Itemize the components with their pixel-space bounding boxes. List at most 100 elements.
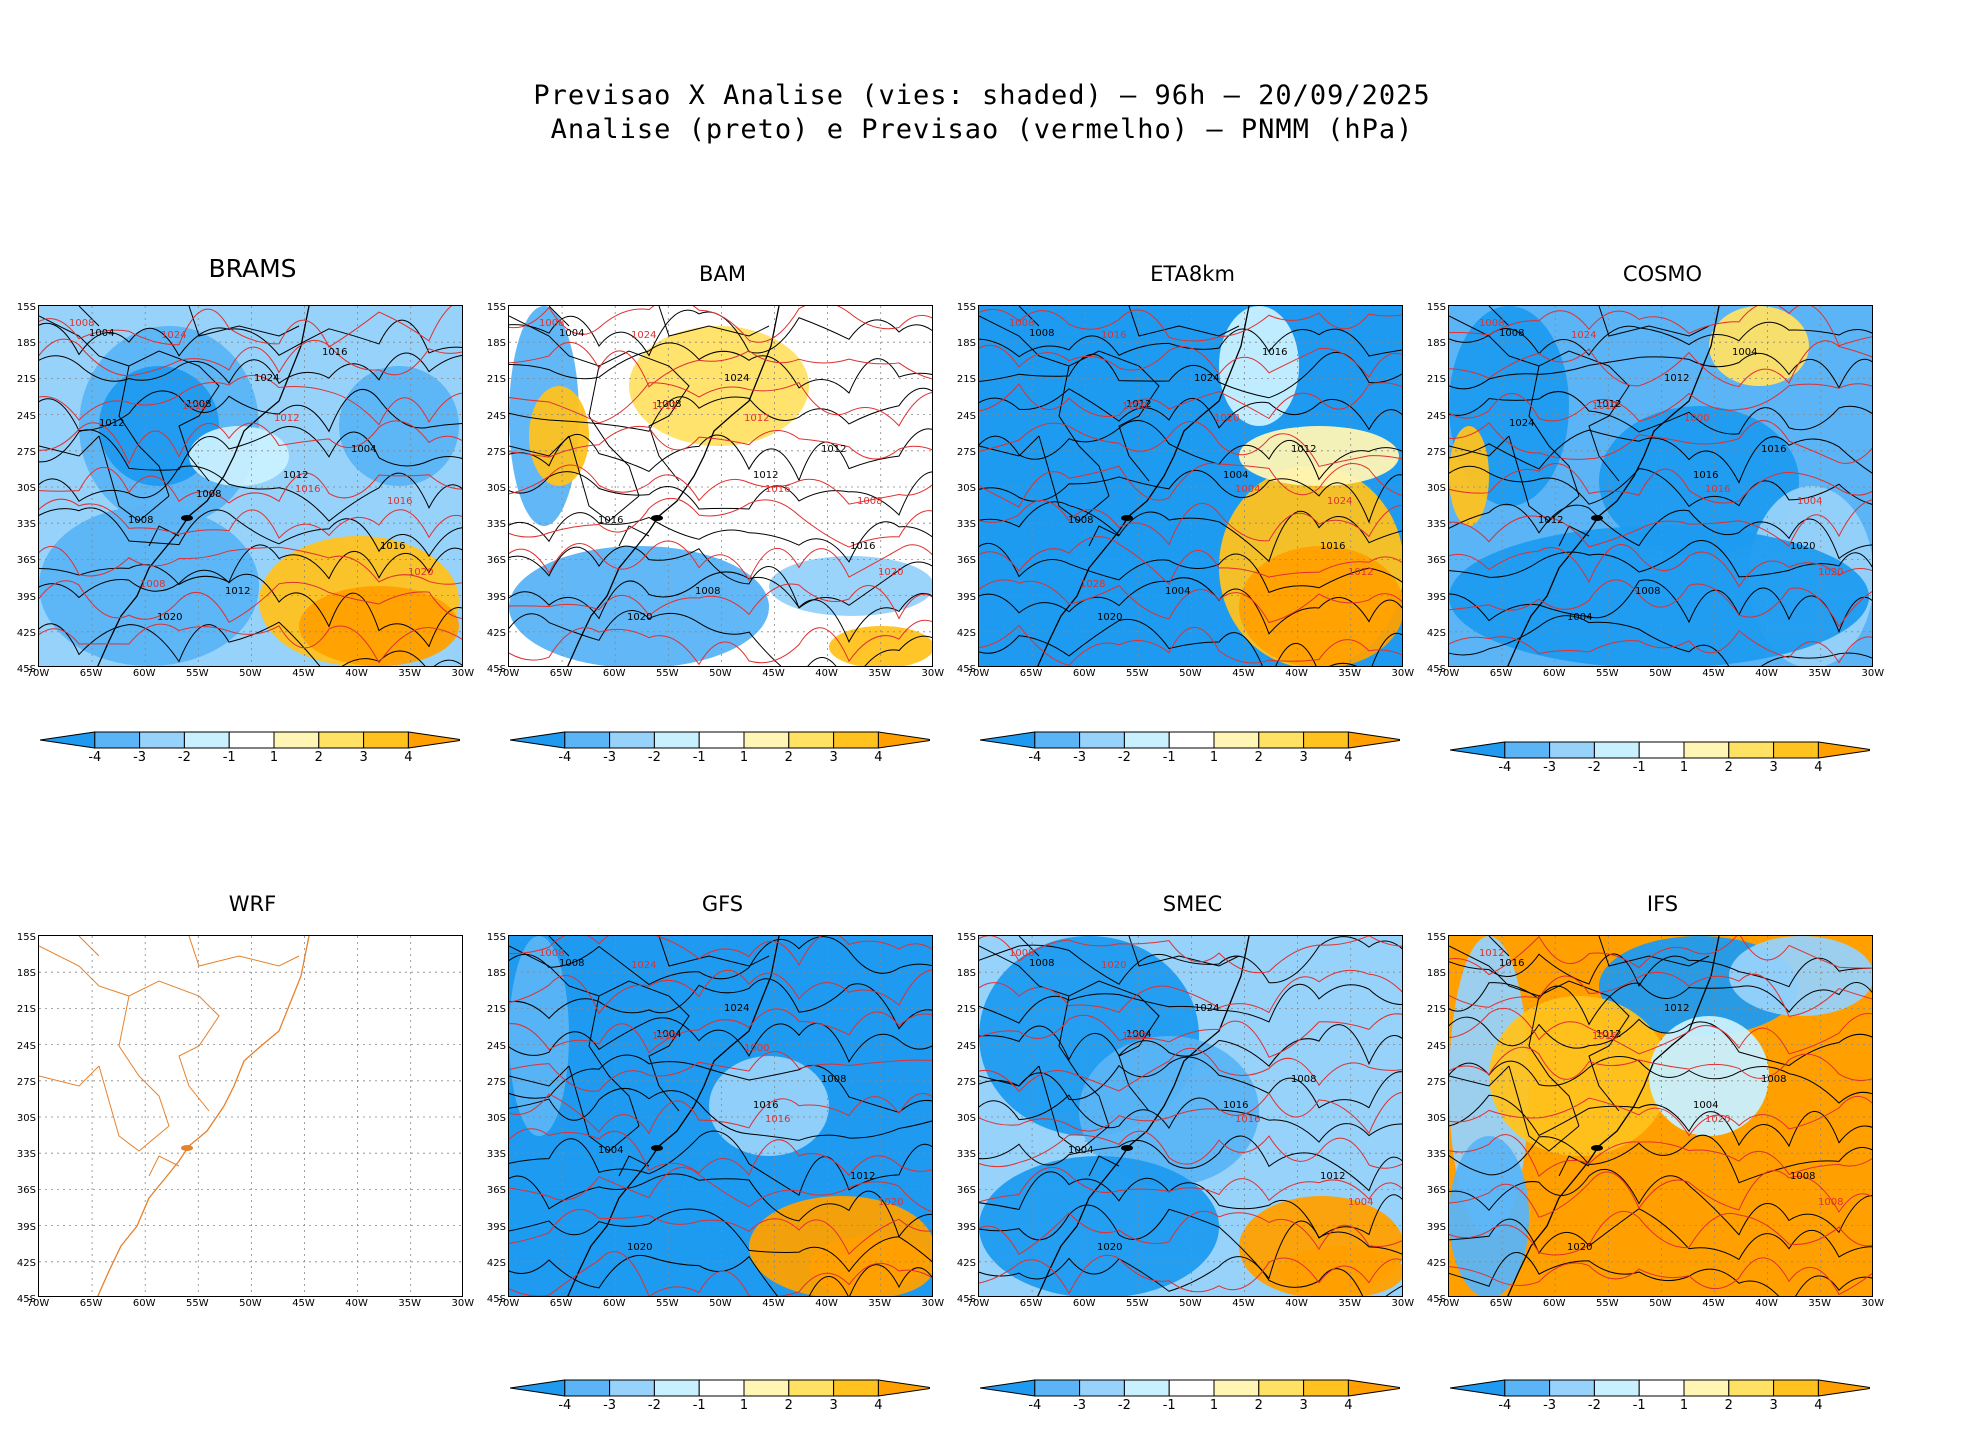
latitude-label: 27S — [486, 1076, 506, 1088]
bias-shading — [1279, 1246, 1402, 1296]
latitude-label: 27S — [956, 1076, 976, 1088]
colorbar-swatch — [228, 731, 275, 749]
analysis-isobar — [39, 465, 462, 522]
longitude-label: 50W — [709, 668, 732, 679]
latitude-label: 21S — [486, 374, 506, 386]
forecast-contour-label: 1012 — [652, 401, 677, 412]
latitude-label: 39S — [486, 591, 506, 603]
analysis-isobar — [979, 983, 1402, 1024]
analysis-isobar — [39, 389, 462, 433]
map-panel-ifs: IFS 15S 18S 21S 24S 27S 30S 33S 36S 39S 42S 45S 70W 6… — [1410, 880, 1884, 1413]
forecast-contour-label: 1016 — [1592, 1031, 1617, 1042]
analysis-contour-label: 1012 — [283, 470, 308, 481]
colorbar-swatch — [1638, 741, 1685, 759]
colorbar: -4 -3 -2 -1 1 2 3 4 — [979, 730, 1404, 772]
latitude-label: 21S — [956, 374, 976, 386]
longitude-label: 40W — [345, 668, 368, 679]
analysis-contour-label: 1004 — [559, 328, 584, 339]
latitude-label: 21S — [486, 1004, 506, 1016]
analysis-isobar — [39, 507, 462, 558]
analysis-contour-label: 1012 — [1664, 1003, 1689, 1014]
colorbar-right-arrow — [877, 1379, 934, 1397]
colorbar-tick-label: -3 — [1543, 1398, 1557, 1413]
forecast-isobar — [1449, 629, 1872, 664]
map-canvas: 1016101210041008102010121008101210161020… — [1449, 936, 1872, 1296]
latitude-label: 24S — [16, 410, 36, 422]
latitude-label: 33S — [1426, 519, 1446, 531]
longitude-label: 70W — [496, 1298, 520, 1309]
latitude-label: 24S — [486, 410, 506, 422]
colorbar-tick-label: -2 — [647, 750, 661, 765]
coastline — [97, 936, 310, 1296]
colorbar-right-arrow — [1817, 1379, 1874, 1397]
analysis-contour-label: 1012 — [753, 470, 778, 481]
colorbar-tick-label: -4 — [558, 750, 572, 765]
latitude-label: 24S — [16, 1040, 36, 1052]
panel-title: BRAMS — [208, 254, 297, 283]
analysis-isobar — [509, 978, 932, 1030]
colorbar-left-arrow — [509, 731, 566, 749]
analysis-isobar — [1449, 1016, 1872, 1067]
longitude-label: 55W — [655, 1298, 679, 1309]
forecast-isobar — [979, 536, 1402, 586]
latitude-label: 30S — [1426, 483, 1446, 494]
analysis-contour-label: 1016 — [850, 541, 875, 552]
analysis-isobar — [1449, 429, 1872, 484]
map-plot-area: 1004 1008 1012 1016 1020 1024 1012 1016 1008 1008… — [508, 305, 933, 667]
latitude-label: 18S — [16, 968, 36, 980]
forecast-contour-label: 1012 — [652, 1031, 677, 1042]
latitude-label: 18S — [486, 968, 506, 980]
forecast-contour-label: 1020 — [878, 1197, 903, 1208]
forecast-isobar — [509, 969, 932, 1015]
longitude-label: 45W — [1232, 1298, 1255, 1309]
forecast-contour-label: 1016 — [1101, 330, 1126, 341]
longitude-label: 65W — [1019, 668, 1043, 679]
forecast-isobar — [979, 308, 1402, 342]
forecast-contour-label: 1016 — [765, 484, 790, 495]
longitude-label: 70W — [1436, 1298, 1460, 1309]
latitude-label: 39S — [956, 591, 976, 603]
map-panel-cosmo: COSMO 15S 18S 21S 24S 27S 30S 33S 36S 39S 42S 45S 70… — [1410, 250, 1884, 775]
colorbar-left-arrow — [1449, 1379, 1506, 1397]
colorbar-right-arrow — [1347, 1379, 1404, 1397]
colorbar-right-arrow — [1817, 741, 1874, 759]
analysis-contour-label: 1008 — [1635, 586, 1660, 597]
analysis-isobar — [509, 571, 932, 643]
analysis-contour-label: 1008 — [1291, 1074, 1316, 1085]
forecast-isobar — [979, 1092, 1402, 1135]
analysis-contour-label: 1016 — [1693, 470, 1718, 481]
colorbar-tick-label: 1 — [1679, 760, 1689, 775]
colorbar-swatch — [1258, 731, 1305, 749]
bias-shading — [1729, 936, 1872, 1016]
colorbar-tick-label: 3 — [1769, 760, 1778, 775]
map-panel-eta8km: ETA8km 15S 18S 21S 24S 27S 30S 33S 36S 39S 42S 45S 7… — [940, 250, 1414, 765]
latitude-label: 36S — [16, 1185, 36, 1197]
analysis-isobar — [979, 469, 1402, 524]
analysis-contour-label: 1004 — [89, 328, 114, 339]
analysis-isobar — [509, 1130, 932, 1196]
longitude-label: 40W — [1285, 668, 1308, 679]
colorbar-tick-label: 2 — [1724, 1398, 1733, 1413]
latitude-label: 15S — [1426, 302, 1446, 313]
forecast-contour-label: 1004 — [1235, 484, 1260, 495]
colorbar-tick-label: -3 — [1543, 760, 1557, 775]
analysis-isobar — [979, 388, 1402, 431]
forecast-isobar — [509, 1092, 932, 1135]
latitude-label: 30S — [16, 1113, 36, 1124]
analysis-isobar — [39, 544, 462, 586]
forecast-isobar — [979, 344, 1402, 379]
analysis-contour-label: 1016 — [1223, 1100, 1248, 1111]
latitude-label: 18S — [956, 968, 976, 980]
bias-shading — [509, 936, 569, 1136]
colorbar-tick-label: 3 — [829, 750, 838, 765]
longitude-label: 55W — [185, 668, 209, 679]
colorbar-tick-label: -2 — [1117, 1398, 1131, 1413]
analysis-contour-label: 1008 — [196, 489, 221, 500]
map-plot-area — [38, 935, 463, 1297]
colorbar-tick-label: -4 — [1498, 1398, 1512, 1413]
colorbar-swatch — [609, 1379, 655, 1397]
panel-title: ETA8km — [1150, 262, 1235, 286]
lagoon — [181, 1145, 193, 1151]
analysis-isobar — [39, 352, 462, 385]
forecast-contour-label: 1004 — [1348, 1197, 1373, 1208]
